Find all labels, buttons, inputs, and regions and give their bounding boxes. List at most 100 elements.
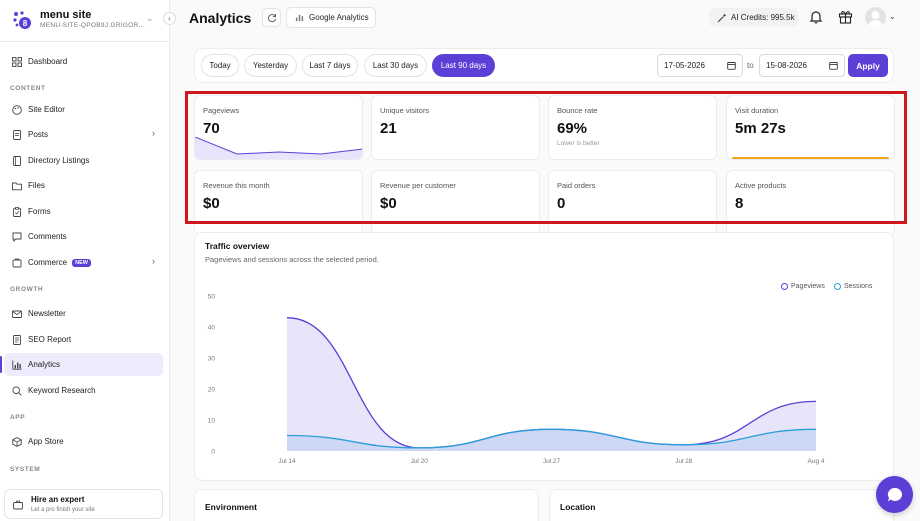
palette-icon <box>12 104 22 115</box>
environment-panel: Environment <box>194 489 539 521</box>
x-tick-label: Jul 14 <box>278 458 296 465</box>
range-last-90-days-button[interactable]: Last 90 days <box>432 54 495 77</box>
date-range-separator: to <box>747 61 754 70</box>
kpi-card-revenue-this-month[interactable]: Revenue this month $0 <box>194 170 363 235</box>
ai-credits-text: AI Credits: 995.5k <box>731 13 795 22</box>
book-icon <box>13 155 21 166</box>
range-today-button[interactable]: Today <box>201 54 239 77</box>
sidebar-item-comments[interactable]: Comments <box>4 225 163 248</box>
clipboard-icon <box>13 206 21 217</box>
kpi-label: Revenue per customer <box>380 181 456 190</box>
apply-button[interactable]: Apply <box>848 54 888 77</box>
traffic-overview-card <box>194 232 894 481</box>
environment-title: Environment <box>205 502 257 512</box>
traffic-chart: 0 10 20 30 40 50 Jul 14 Jul 20 Jul 27 Jul 28 Aug 4 <box>208 294 825 466</box>
y-tick-label: 0 <box>211 449 215 456</box>
chevron-down-icon: ⌄ <box>146 13 154 23</box>
refresh-icon <box>267 13 276 22</box>
sidebar-item-label: Comments <box>28 232 67 241</box>
kpi-card-active-products[interactable]: Active products 8 <box>726 170 895 235</box>
sidebar-item-dashboard[interactable]: Dashboard <box>4 50 163 73</box>
kpi-card-revenue-per-customer[interactable]: Revenue per customer $0 <box>371 170 540 235</box>
kpi-value: 5m 27s <box>735 120 786 137</box>
grid-icon <box>12 56 22 67</box>
box-icon <box>12 436 22 447</box>
y-tick-label: 10 <box>208 418 216 425</box>
legend-sessions[interactable]: Sessions <box>834 283 872 290</box>
pageviews-sparkline <box>195 137 362 159</box>
document-icon <box>13 129 21 140</box>
sidebar-item-commerce[interactable]: Commerce NEW › <box>4 251 163 274</box>
sidebar-item-keyword-research[interactable]: Keyword Research <box>4 379 163 402</box>
sidebar-item-label: Site Editor <box>28 105 65 114</box>
refresh-button[interactable] <box>262 8 281 27</box>
sidebar-item-label: Analytics <box>28 360 61 369</box>
calendar-icon <box>727 62 736 70</box>
y-tick-label: 30 <box>208 356 216 363</box>
kpi-value: 21 <box>380 120 397 137</box>
range-last-30-days-button[interactable]: Last 30 days <box>364 54 427 77</box>
kpi-card-pageviews[interactable]: Pageviews 70 <box>194 95 363 160</box>
kpi-label: Pageviews <box>203 106 240 115</box>
sidebar-item-newsletter[interactable]: Newsletter <box>4 302 163 325</box>
kpi-card-visit-duration[interactable]: Visit duration 5m 27s <box>726 95 895 160</box>
kpi-value: 70 <box>203 120 220 137</box>
x-tick-label: Aug 4 <box>808 458 825 465</box>
sidebar-item-analytics[interactable]: Analytics <box>0 353 163 376</box>
chat-bubble-icon <box>887 487 902 501</box>
location-panel: Location <box>549 489 894 521</box>
sidebar-item-label: Commerce <box>28 258 68 267</box>
kpi-card-bounce-rate[interactable]: Bounce rate 69% Lower is better <box>548 95 717 160</box>
kpi-card-unique-visitors[interactable]: Unique visitors 21 <box>371 95 540 160</box>
page-title: Analytics <box>189 10 252 26</box>
date-to-input[interactable]: 15-08-2026 <box>759 54 845 77</box>
user-icon <box>867 11 884 28</box>
site-logo-icon: 8 <box>13 11 31 29</box>
sidebar: 8 menu site MENU-SITE-QPOB9J.GRIGOR... ⌄… <box>0 0 176 521</box>
sidebar-item-posts[interactable]: Posts › <box>4 123 163 146</box>
chat-support-button[interactable] <box>876 476 913 513</box>
sidebar-item-seo-report[interactable]: SEO Report <box>4 328 163 351</box>
google-analytics-button[interactable]: Google Analytics <box>286 7 376 28</box>
traffic-overview-title: Traffic overview <box>205 241 270 251</box>
date-from-input[interactable]: 17-05-2026 <box>657 54 743 77</box>
site-switcher[interactable]: 8 menu site MENU-SITE-QPOB9J.GRIGOR... ⌄ <box>0 0 170 42</box>
date-to-value: 15-08-2026 <box>766 61 807 70</box>
kpi-label: Unique visitors <box>380 106 430 115</box>
magic-wand-icon <box>717 13 727 22</box>
sidebar-item-label: Keyword Research <box>28 386 96 395</box>
chevron-right-icon: › <box>152 128 155 138</box>
sidebar-item-site-editor[interactable]: Site Editor <box>4 98 163 121</box>
x-tick-label: Jul 27 <box>543 458 561 465</box>
bell-icon[interactable] <box>809 10 823 24</box>
new-badge: NEW <box>72 258 91 267</box>
hire-expert-title: Hire an expert <box>31 495 85 504</box>
user-avatar[interactable] <box>865 7 886 28</box>
kpi-label: Visit duration <box>735 106 779 115</box>
ai-credits-badge[interactable]: AI Credits: 995.5k <box>709 8 798 27</box>
sidebar-item-app-store[interactable]: App Store <box>4 430 163 453</box>
duration-indicator-bar <box>732 157 889 159</box>
kpi-value: 0 <box>557 195 566 212</box>
collapse-sidebar-button[interactable]: ‹ <box>163 12 176 25</box>
sidebar-item-directory-listings[interactable]: Directory Listings <box>4 149 163 172</box>
range-yesterday-button[interactable]: Yesterday <box>244 54 297 77</box>
folder-icon <box>12 182 22 190</box>
kpi-value: $0 <box>380 195 397 212</box>
sidebar-item-files[interactable]: Files <box>4 174 163 197</box>
site-name: menu site <box>40 9 92 21</box>
y-tick-label: 40 <box>208 325 216 332</box>
y-tick-label: 50 <box>208 294 216 301</box>
kpi-label: Paid orders <box>557 181 596 190</box>
x-tick-label: Jul 28 <box>675 458 693 465</box>
gift-icon[interactable] <box>838 9 853 24</box>
sidebar-item-forms[interactable]: Forms <box>4 200 163 223</box>
sidebar-item-label: Newsletter <box>28 309 66 318</box>
hire-expert-card[interactable]: Hire an expert Let a pro finish your sit… <box>4 489 163 519</box>
range-last-7-days-button[interactable]: Last 7 days <box>302 54 358 77</box>
chevron-down-icon[interactable]: ⌄ <box>889 12 896 21</box>
section-content: CONTENT <box>10 85 46 92</box>
kpi-note: Lower is better <box>557 140 600 147</box>
legend-pageviews[interactable]: Pageviews <box>781 283 825 290</box>
